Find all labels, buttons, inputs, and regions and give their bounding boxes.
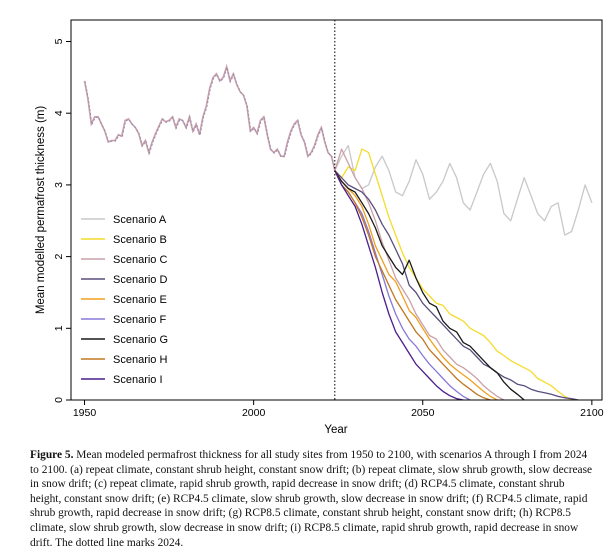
scenario-i-line [334,170,464,401]
scenario-c-line [334,148,505,401]
y-tick-label: 2 [53,254,65,260]
legend-label: Scenario E [113,294,167,306]
scenario-b-line [334,148,572,401]
y-tick-label: 0 [53,397,65,403]
x-tick-label: 2000 [242,407,266,419]
caption-label: Figure 5. [30,449,74,461]
chart: 1950 2000 2050 2100 0 1 2 3 4 5 Year Mean modelle… [35,19,604,436]
legend-entry: Scenario G [81,334,168,346]
figure-caption: Figure 5. Mean modeled permafrost thickn… [30,448,598,550]
legend-label: Scenario C [113,254,167,266]
scenario-d-line [334,170,579,401]
scenario-e-line [334,170,498,401]
legend-entry: Scenario F [81,314,166,326]
legend-entry: Scenario B [81,234,167,246]
legend-label: Scenario I [113,374,163,386]
y-tick-label: 3 [53,182,65,188]
scenario-f-line [334,170,471,401]
legend-label: Scenario F [113,314,166,326]
x-tick-label: 2100 [580,407,604,419]
x-axis-label: Year [324,424,347,436]
plot-frame [70,19,603,401]
x-tick-label: 1950 [73,407,97,419]
y-tick-label: 1 [53,325,65,331]
legend-label: Scenario B [113,234,167,246]
x-tick-label: 2050 [411,407,435,419]
scenario-h-line [334,170,491,401]
legend-entry: Scenario A [81,214,167,226]
legend-label: Scenario A [113,214,167,226]
legend: Scenario A Scenario B Scenario C Scenario D… [81,214,168,386]
legend-entry: Scenario E [81,294,167,306]
y-tick-label: 4 [53,110,65,116]
legend-entry: Scenario C [81,254,167,266]
scenario-g-line [334,170,525,401]
legend-entry: Scenario H [81,354,167,366]
history-line-overlay [84,65,336,172]
legend-entry: Scenario D [81,274,167,286]
caption-text: Mean modeled permafrost thickness for al… [30,449,593,549]
legend-label: Scenario G [113,334,168,346]
plot-lines [83,63,593,401]
history-line [83,63,336,171]
axes: 1950 2000 2050 2100 0 1 2 3 4 5 [53,38,604,419]
legend-entry: Scenario I [81,374,163,386]
y-axis-label: Mean modelled permafrost thickness (m) [35,106,47,315]
legend-label: Scenario D [113,274,167,286]
scenario-a-line [334,144,593,236]
legend-label: Scenario H [113,354,167,366]
y-tick-label: 5 [53,38,65,44]
